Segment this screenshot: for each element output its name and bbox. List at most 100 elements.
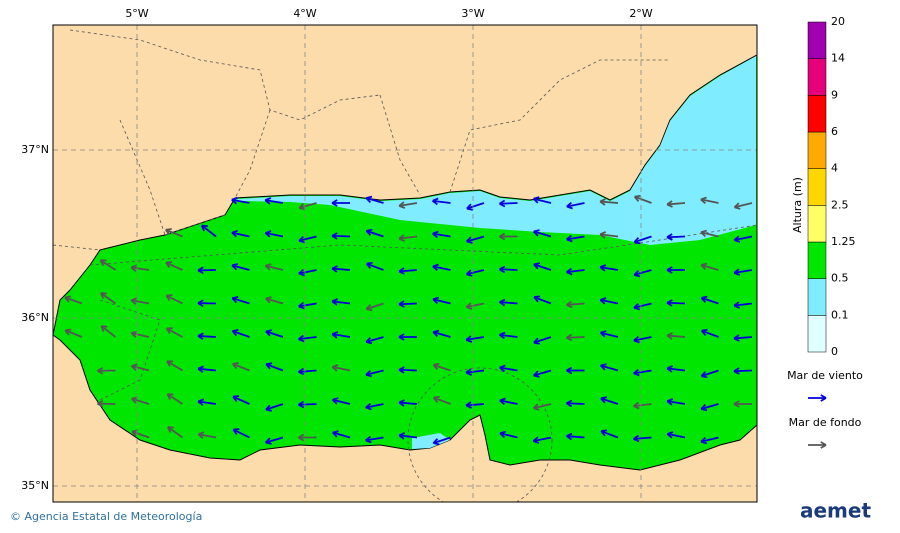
arrow (808, 441, 827, 449)
arrow-head (701, 295, 708, 299)
arrow-shaft (634, 235, 652, 244)
arrow (633, 434, 652, 443)
colorbar-label: 14 (831, 52, 845, 65)
arrow-shaft (398, 401, 418, 405)
arrow (165, 327, 183, 338)
arrow-head (700, 196, 707, 201)
arrow-head (131, 330, 138, 334)
arrow-shaft (265, 403, 284, 411)
arrow-head (130, 264, 138, 269)
lat-label: 37°N (21, 143, 49, 156)
arrow-head (265, 329, 272, 333)
arrow (432, 197, 451, 206)
arrow-head (365, 337, 372, 343)
arrow-shaft (365, 369, 384, 376)
arrow-shaft (166, 327, 183, 338)
arrow-shaft (701, 296, 719, 305)
arrow (700, 229, 719, 238)
arrow (265, 436, 284, 445)
arrow-head (398, 300, 405, 305)
colorbar-label: 9 (831, 88, 838, 101)
arrow (200, 224, 217, 238)
arrow-shaft (667, 433, 686, 439)
lon-label: 3°W (461, 7, 484, 20)
arrow (398, 432, 418, 440)
arrow-head (566, 201, 572, 208)
y-axis: 37°N 36°N 35°N (21, 143, 49, 492)
arrow (398, 366, 418, 374)
arrow-head (533, 337, 539, 344)
arrow-shaft (399, 434, 418, 439)
arrow (231, 196, 250, 205)
arrow-head (331, 199, 338, 204)
arrow-shaft (131, 266, 150, 271)
arrow-head (265, 437, 271, 444)
arrow (599, 330, 619, 338)
arrow (432, 362, 451, 372)
arrow (666, 200, 686, 208)
arrow (264, 230, 284, 238)
arrow-shaft (198, 433, 217, 439)
arrow-head (97, 399, 104, 405)
arrow-shaft (734, 235, 753, 241)
arrow (365, 336, 384, 345)
arrow (633, 269, 652, 278)
arrow-head (97, 367, 104, 372)
arrow (532, 196, 552, 204)
arrow-shaft (533, 230, 552, 238)
colorbar-label: 6 (831, 125, 838, 138)
arrow-shaft (366, 229, 384, 238)
arrow (165, 294, 183, 305)
arrow-head (820, 444, 827, 449)
arrow (432, 263, 451, 272)
arrow-head (666, 200, 673, 206)
arrow-shaft (131, 397, 150, 405)
arrow-shaft (466, 302, 485, 308)
arrow-shaft (633, 369, 652, 375)
arrow-head (465, 269, 472, 275)
arrow (231, 329, 250, 338)
arrow-head (398, 366, 405, 371)
arrow-head (366, 261, 373, 265)
arrow-shaft (331, 267, 351, 271)
arrow-shaft (466, 269, 485, 276)
arrow (432, 436, 451, 446)
arrow-shaft (198, 367, 217, 372)
arrow-head (667, 431, 674, 435)
arrow-shaft (600, 331, 619, 338)
arrow-head (700, 229, 708, 234)
map (53, 25, 757, 502)
arrow-head (666, 233, 673, 238)
arrow-shaft (701, 329, 719, 338)
arrow-head (432, 329, 440, 333)
arrow-shaft (399, 202, 418, 207)
arrow-shaft (131, 430, 150, 439)
arrow (666, 398, 686, 406)
colorbar-segment (807, 241, 827, 279)
arrow-head (533, 229, 540, 233)
arrow-head (197, 332, 204, 337)
arrow-shaft (298, 269, 317, 275)
arrow-shaft (733, 336, 753, 340)
arrow-shaft (700, 436, 719, 443)
arrow (465, 335, 485, 343)
arrow-shaft (332, 333, 351, 338)
arrow-shaft (332, 398, 351, 405)
arrow-head (599, 264, 607, 268)
arrow-head (499, 364, 506, 369)
arrow-head (499, 397, 506, 402)
arrow-shaft (265, 330, 284, 338)
arrow-shaft (298, 235, 317, 242)
arrow-shaft (466, 369, 485, 374)
arrow-shaft (265, 199, 284, 204)
arrow-shaft (64, 296, 83, 305)
arrow-shaft (533, 296, 552, 305)
arrow (533, 229, 552, 238)
arrow (432, 329, 451, 338)
arrow-shaft (499, 432, 518, 439)
arrow-head (265, 404, 271, 411)
arrow-shaft (265, 297, 284, 305)
colorbar-segment (807, 205, 827, 243)
arrow-head (465, 368, 472, 374)
